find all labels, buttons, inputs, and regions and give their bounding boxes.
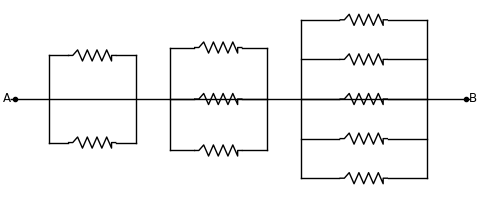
Text: B: B	[468, 92, 476, 106]
Text: A: A	[3, 92, 11, 106]
